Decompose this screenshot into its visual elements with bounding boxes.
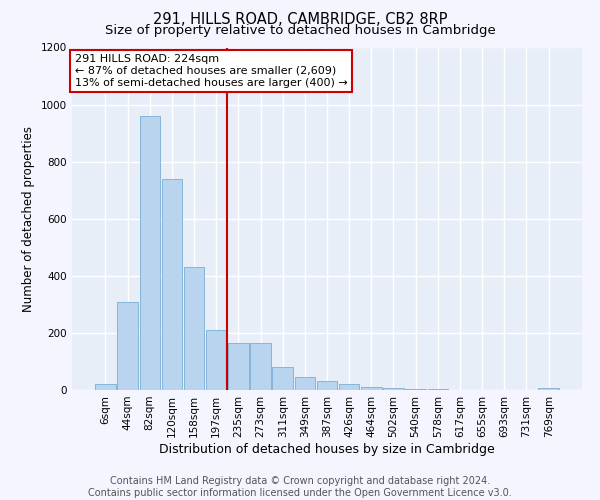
X-axis label: Distribution of detached houses by size in Cambridge: Distribution of detached houses by size … xyxy=(159,442,495,456)
Bar xyxy=(250,343,271,390)
Bar xyxy=(161,179,182,390)
Text: Size of property relative to detached houses in Cambridge: Size of property relative to detached ho… xyxy=(104,24,496,37)
Text: Contains HM Land Registry data © Crown copyright and database right 2024.
Contai: Contains HM Land Registry data © Crown c… xyxy=(88,476,512,498)
Bar xyxy=(272,367,293,390)
Text: 291, HILLS ROAD, CAMBRIDGE, CB2 8RP: 291, HILLS ROAD, CAMBRIDGE, CB2 8RP xyxy=(153,12,447,28)
Bar xyxy=(206,330,226,390)
Text: 291 HILLS ROAD: 224sqm
← 87% of detached houses are smaller (2,609)
13% of semi-: 291 HILLS ROAD: 224sqm ← 87% of detached… xyxy=(74,54,347,88)
Bar xyxy=(228,343,248,390)
Bar xyxy=(118,302,138,390)
Bar xyxy=(140,116,160,390)
Bar xyxy=(406,389,426,390)
Bar xyxy=(361,386,382,390)
Y-axis label: Number of detached properties: Number of detached properties xyxy=(22,126,35,312)
Bar xyxy=(383,388,404,390)
Bar xyxy=(295,377,315,390)
Bar xyxy=(95,384,116,390)
Bar xyxy=(339,384,359,390)
Bar xyxy=(317,382,337,390)
Bar xyxy=(184,268,204,390)
Bar xyxy=(538,388,559,390)
